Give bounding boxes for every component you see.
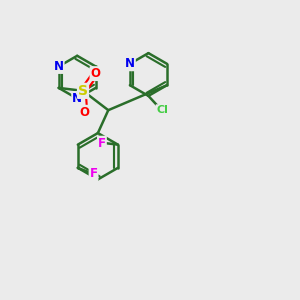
- Text: F: F: [90, 167, 98, 180]
- Text: Cl: Cl: [156, 105, 168, 115]
- Text: N: N: [72, 92, 82, 105]
- Text: S: S: [78, 84, 88, 98]
- Text: N: N: [54, 60, 64, 73]
- Text: F: F: [98, 137, 106, 150]
- Text: N: N: [125, 57, 135, 70]
- Text: O: O: [80, 106, 89, 119]
- Text: O: O: [91, 67, 100, 80]
